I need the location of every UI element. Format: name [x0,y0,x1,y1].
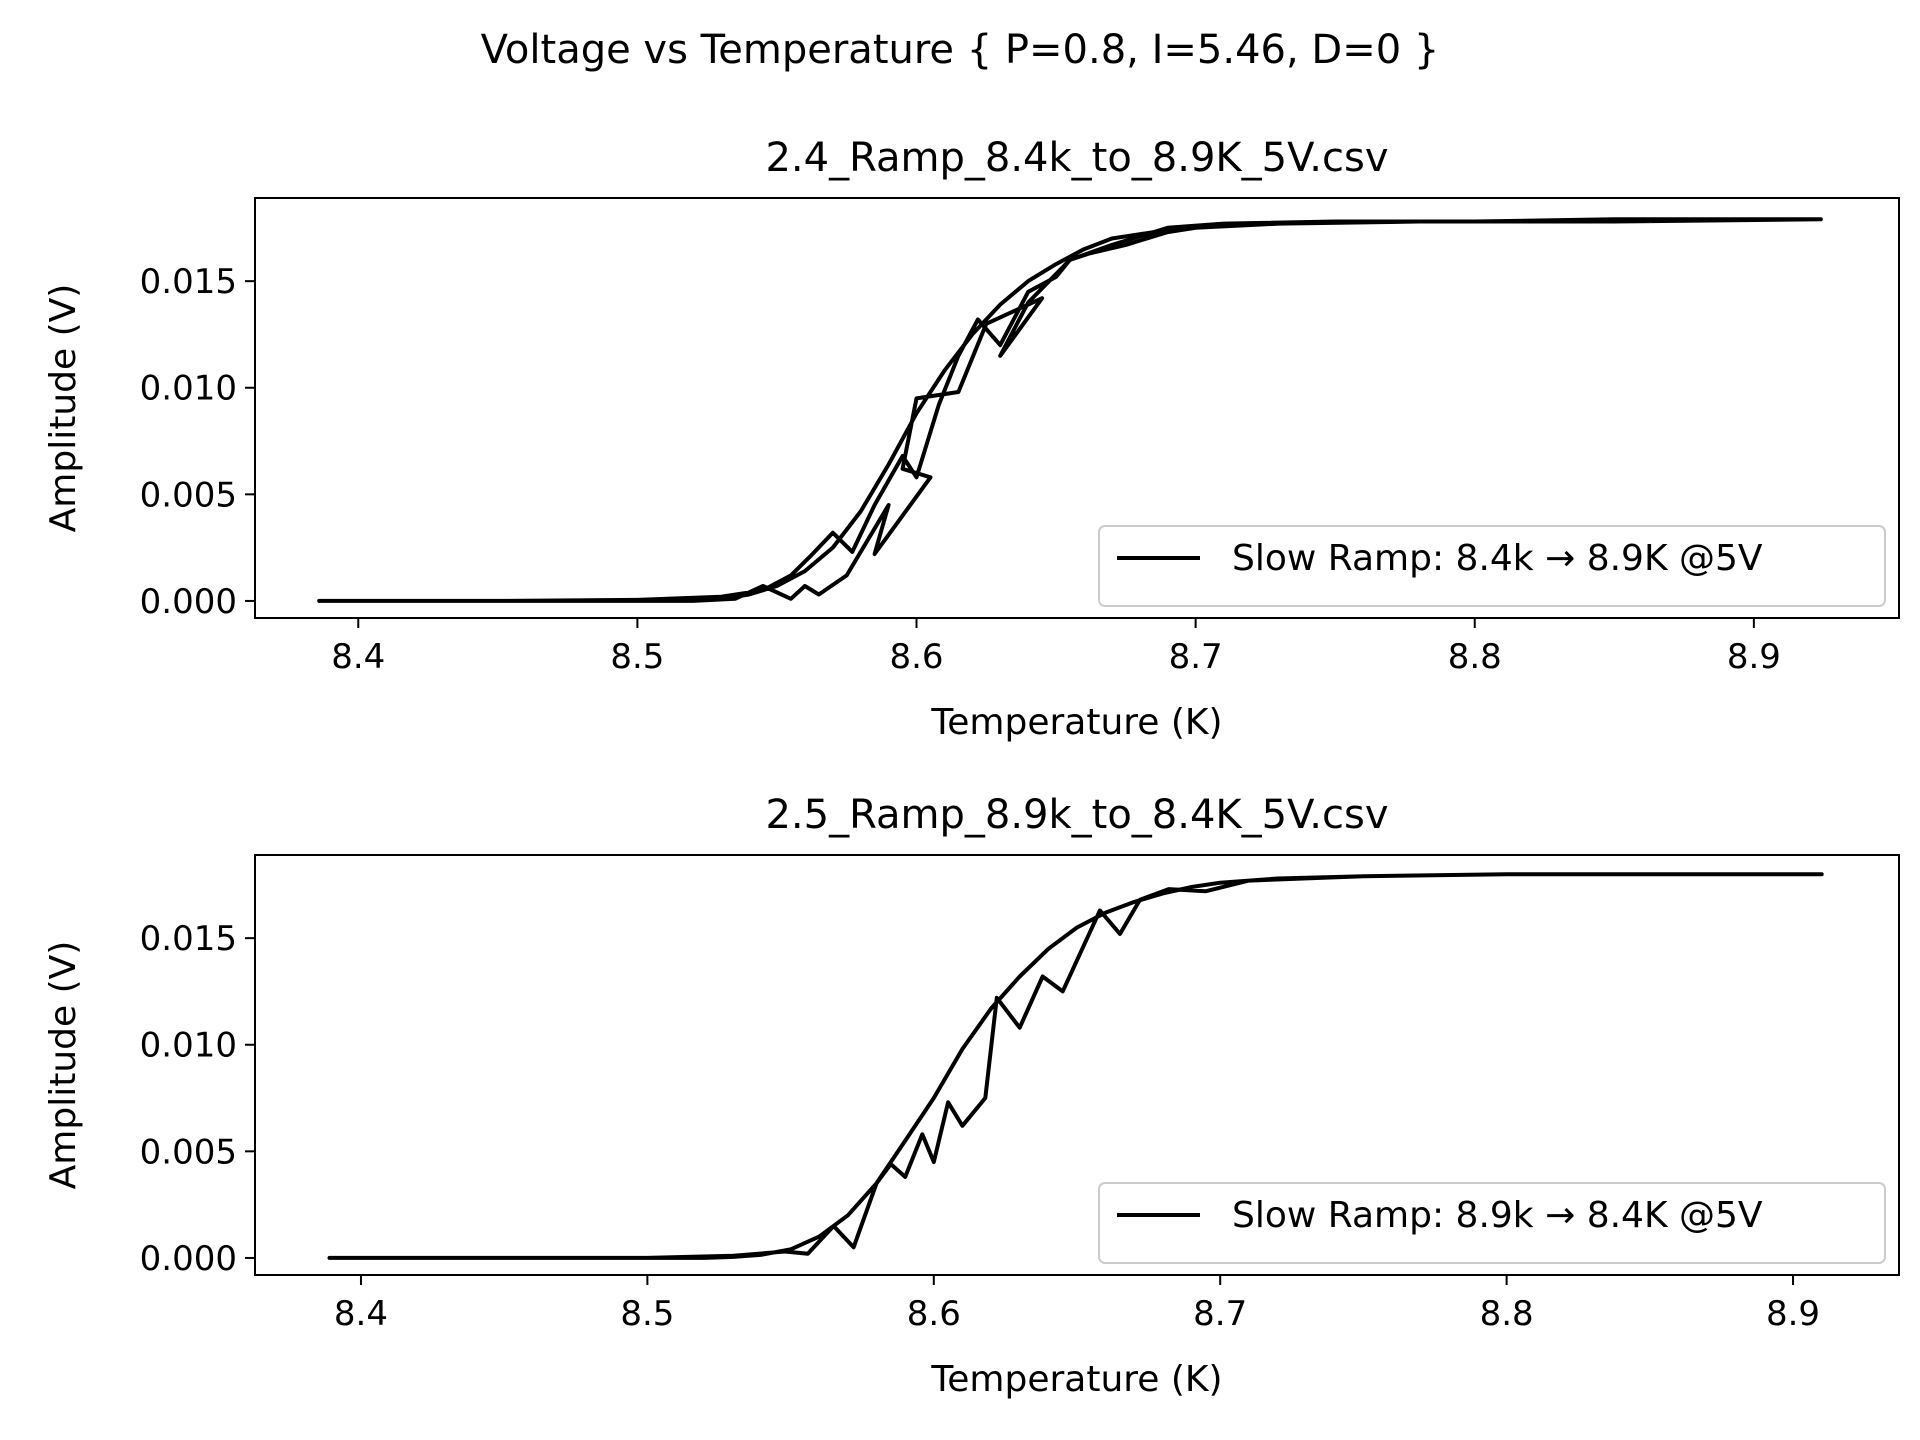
subplot-2-plot-area [327,872,1824,1260]
subplot-2-xtick-label: 8.7 [1193,1294,1247,1334]
subplot-2-xtick-label: 8.5 [620,1294,674,1334]
subplot-1-yticks: 0.000 0.005 0.010 0.015 [140,262,255,622]
subplot-1-xtick-label: 8.9 [1727,637,1781,677]
subplot-2-ytick-label: 0.005 [140,1132,237,1172]
subplot-2-xticks: 8.4 8.5 8.6 8.7 8.8 8.9 [334,1275,1820,1334]
subplot-2-xlabel: Temperature (K) [930,1359,1222,1400]
subplot-1-xticks: 8.4 8.5 8.6 8.7 8.8 8.9 [331,618,1781,677]
subplot-2-xtick-label: 8.4 [334,1294,388,1334]
subplot-1-ytick-label: 0.000 [140,582,237,622]
subplot-1-xlabel: Temperature (K) [930,702,1222,743]
subplot-1-legend-label: Slow Ramp: 8.4k → 8.9K @5V [1232,538,1763,579]
subplot-1-ytick-label: 0.005 [140,475,237,515]
subplot-1-axes-frame [254,197,1900,619]
subplot-2-legend-box [1098,1182,1886,1264]
subplot-2-ytick-label: 0.000 [140,1239,237,1279]
subplot-1: 2.4_Ramp_8.4k_to_8.9K_5V.csv 0.0000.0050… [43,135,1900,743]
subplot-2: 2.5_Ramp_8.9k_to_8.4K_5V.csv 0.0000.0050… [43,792,1900,1400]
subplot-2-xtick-label: 8.6 [907,1294,961,1334]
subplot-2-xtick-label: 8.9 [1766,1294,1820,1334]
subplot-2-ytick-label: 0.010 [140,1026,237,1066]
subplot-1-xtick-label: 8.4 [331,637,385,677]
subplot-2-title: 2.5_Ramp_8.9k_to_8.4K_5V.csv [765,792,1388,838]
subplot-2-ylabel: Amplitude (V) [43,941,84,1190]
subplot-2-yticks: 0.000 0.005 0.010 0.015 [140,919,255,1279]
subplot-1-xtick-label: 8.8 [1448,637,1502,677]
subplot-1-xtick-label: 8.7 [1169,637,1223,677]
subplot-2-series-line-1 [327,872,1824,1260]
subplot-2-xtick-label: 8.8 [1480,1294,1534,1334]
subplot-1-legend: Slow Ramp: 8.4k → 8.9K @5V [1098,525,1886,607]
figure-suptitle: Voltage vs Temperature { P=0.8, I=5.46, … [481,27,1440,73]
subplot-2-ytick-label: 0.015 [140,919,237,959]
subplot-1-title: 2.4_Ramp_8.4k_to_8.9K_5V.csv [765,135,1388,181]
subplot-1-ytick-label: 0.015 [140,262,237,302]
subplot-1-plot-area [317,217,1823,603]
subplot-2-axes-frame [254,854,1900,1276]
subplot-2-legend-label: Slow Ramp: 8.9k → 8.4K @5V [1232,1195,1763,1236]
subplot-1-xtick-label: 8.5 [610,637,664,677]
subplot-1-ytick-label: 0.010 [140,369,237,409]
subplot-1-legend-box [1098,525,1886,607]
subplot-2-legend: Slow Ramp: 8.9k → 8.4K @5V [1098,1182,1886,1264]
subplot-1-series-line-1 [317,217,1823,603]
subplot-1-xtick-label: 8.6 [889,637,943,677]
subplot-1-ylabel: Amplitude (V) [43,284,84,533]
